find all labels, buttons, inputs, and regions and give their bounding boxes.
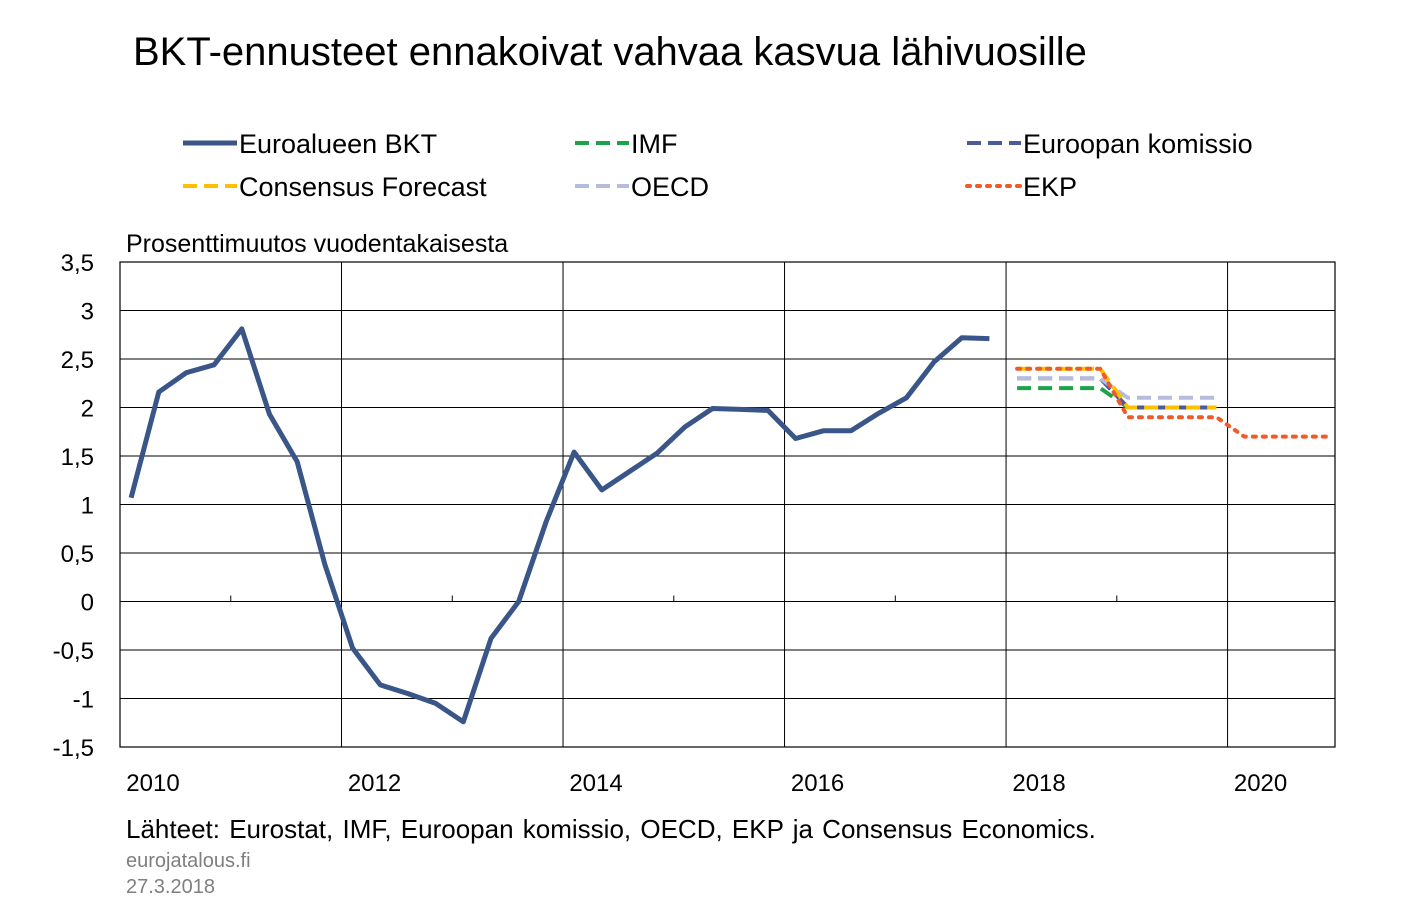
source-note: Lähteet: Eurostat, IMF, Euroopan komissi… [126,814,1096,844]
y-tick-label: 1 [81,493,94,520]
x-tick-label: 2012 [348,770,401,797]
y-tick-label: -1,5 [53,735,94,762]
y-tick-label: -1 [73,687,94,714]
y-tick-label: 2 [81,396,94,423]
plot-frame [119,261,1336,748]
y-tick-label: 0 [81,590,94,617]
legend-label-oecd: OECD [631,172,709,202]
y-tick-label: 2,5 [61,347,94,374]
legend: Euroalueen BKT IMF Euroopan komissio Consen… [183,129,1253,202]
y-tick-label: 3 [81,299,94,326]
legend-label-euroopan-komissio: Euroopan komissio [1023,129,1253,159]
x-tick-label: 2020 [1234,770,1287,797]
x-tick-label: 2014 [569,770,622,797]
legend-label-ekp: EKP [1023,172,1077,202]
x-tick-label: 2010 [126,770,179,797]
x-tick-label: 2016 [791,770,844,797]
legend-label-euroalueen-bkt: Euroalueen BKT [239,129,437,159]
series-line-ekp [1015,366,1335,439]
legend-label-consensus-forecast: Consensus Forecast [239,172,487,202]
chart-title: BKT-ennusteet ennakoivat vahvaa kasvua l… [133,30,1087,74]
series-line-euroalueen-bkt [128,326,990,725]
site-name: eurojatalous.fi [126,850,251,872]
y-tick-label: 1,5 [61,444,94,471]
y-axis-unit-label: Prosenttimuutos vuodentakaisesta [126,230,508,258]
series-line-consensus-forecast [1017,366,1217,410]
x-tick-label: 2018 [1012,770,1065,797]
y-axis-ticks: -1,5 -1 -0,5 0 0,5 1 1,5 2 2,5 3 3,5 [53,250,94,762]
y-tick-label: 0,5 [61,541,94,568]
y-tick-label: -0,5 [53,638,94,665]
legend-label-imf: IMF [631,129,678,159]
publication-date: 27.3.2018 [126,876,215,898]
gridlines [119,261,1335,748]
x-axis-ticks: 2010 2012 2014 2016 2018 2020 [126,770,1287,797]
y-tick-label: 3,5 [61,250,94,277]
series-layer [128,326,1335,725]
